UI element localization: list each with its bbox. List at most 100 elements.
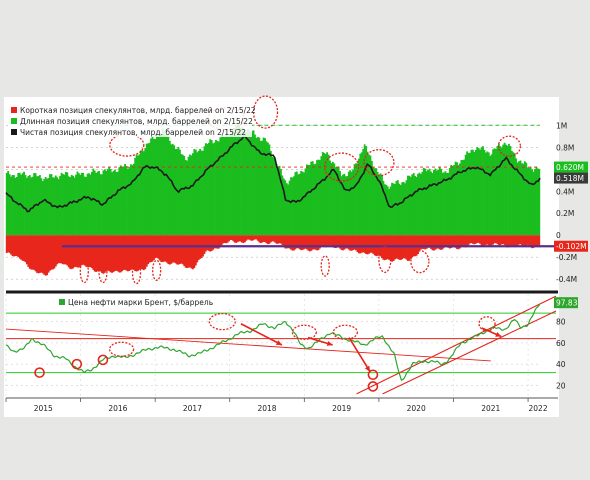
short-position-bar [456,235,458,250]
long-position-bar [417,173,419,236]
short-position-bar [311,235,314,250]
long-position-bar [124,164,126,236]
long-position-bar [213,142,216,236]
net-position-series [5,133,541,213]
long-position-bar [287,184,290,236]
short-position-bar [256,235,259,241]
short-trough-ellipse [378,245,392,274]
short-position-bar [408,235,411,261]
short-position-bar [63,235,66,265]
short-position-bar [132,235,135,270]
short-position-bar [271,235,274,242]
long-position-bar [418,172,421,236]
short-trough-ellipse [79,259,89,284]
long-position-bar [277,166,279,236]
long-position-bar [7,171,10,236]
long-position-bar [278,165,281,236]
long-position-bar [420,174,422,236]
long-position-bar [44,177,47,236]
long-position-bar [236,121,239,236]
short-position-bar [215,235,217,249]
short-position-bar [225,235,228,244]
long-position-bar [33,173,36,236]
long-position-bar [259,140,262,236]
long-position-bar [194,149,197,236]
short-position-bar [252,235,255,241]
long-position-bar [515,158,518,236]
long-position-bar [150,138,152,236]
short-position-bar [124,235,126,270]
long-position-bar [271,156,274,236]
long-position-bar [38,175,41,236]
short-position-bar [352,235,355,251]
long-position-bar [456,162,458,236]
long-position-bar [255,137,258,236]
short-position-bar [349,235,352,251]
short-position-bar [293,235,295,251]
short-position-bar [15,235,18,256]
long-position-bar [178,149,181,236]
short-position-bar [421,235,424,249]
short-position-bar [196,235,199,263]
long-position-bar [476,147,479,236]
long-position-bar [531,169,533,236]
long-position-bar [336,167,339,236]
positions-y-axis: 1M0.8M0.6M0.4M0.2M0-0.2M-0.4M [556,121,577,284]
short-position-bar [275,235,278,244]
short-position-bar [418,235,421,252]
price-tick-label: 60 [556,339,566,348]
long-position-bar [217,141,220,236]
long-position-bar [85,176,88,236]
short-position-bar [366,235,369,255]
short-position-bar [305,235,308,250]
long-position-bar [412,173,415,236]
long-position-bar [360,152,363,236]
short-position-bar [420,235,422,250]
short-position-bar [82,235,85,265]
long-position-bar [21,173,24,236]
long-position-bar [324,153,327,236]
long-position-bar [378,174,380,236]
long-position-bar [111,172,113,236]
short-position-bar [405,235,408,260]
short-position-bar [204,235,207,252]
long-position-bar [153,138,155,236]
long-position-bar [77,173,80,236]
short-trough-ellipse [410,249,430,274]
short-position-bar [357,235,360,254]
long-position-bar [460,160,463,236]
long-position-bar [304,168,307,236]
long-position-bar [535,166,538,236]
long-position-bar [407,175,409,236]
long-position-bar [40,178,43,236]
short-position-bar [521,235,523,246]
positions-tick-label: -0.4M [556,275,577,284]
short-position-bar [103,235,106,273]
long-position-bar [290,177,292,236]
long-position-bar [349,170,352,236]
long-position-bar [269,150,272,236]
long-position-bar [497,143,500,236]
long-position-bar [11,175,14,236]
long-position-bar [14,177,17,236]
short-position-bar [264,235,266,243]
long-position-bar [27,175,30,236]
short-position-bar [144,235,147,270]
long-peak-ellipse [109,133,145,157]
legend-short-label: Короткая позиция спекулянтов, млрд. барр… [20,106,256,115]
short-position-bar [88,235,90,268]
short-position-bar [18,235,21,259]
short-position-bar [216,235,219,249]
short-position-bar [119,235,122,273]
long-position-bar [155,135,158,236]
long-position-bar [523,161,526,236]
net-value-label-box [554,172,588,184]
long-position-bar [344,176,347,236]
long-position-bar [233,129,236,236]
short-position-bar [26,235,28,265]
long-position-bar [411,174,414,236]
short-position-bar [180,235,183,264]
short-position-bar [424,235,427,250]
long-position-bar [229,134,232,236]
long-position-bar [477,148,480,236]
